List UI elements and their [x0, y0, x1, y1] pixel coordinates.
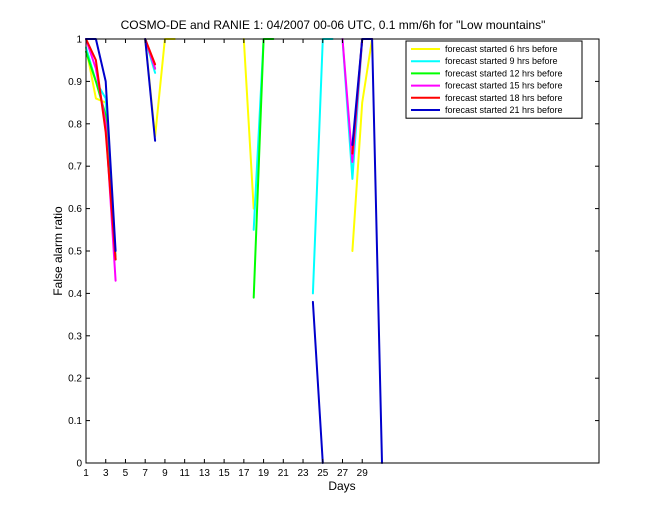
series-4-segment-0 [85, 38, 117, 261]
y-tick-label: 0.2 [68, 374, 82, 385]
y-tick-label: 1 [76, 35, 82, 46]
legend-entry-4: forecast started 18 hrs before [445, 93, 563, 103]
x-tick-label: 25 [317, 468, 329, 479]
y-tick-label: 0 [76, 459, 82, 470]
x-tick-label: 21 [278, 468, 290, 479]
y-tick-label: 0.8 [68, 119, 82, 130]
x-tick-label: 19 [258, 468, 270, 479]
series-1-segment-0 [85, 46, 117, 261]
y-tick-label: 0.1 [68, 416, 82, 427]
x-tick-label: 5 [123, 468, 129, 479]
legend-entry-5: forecast started 21 hrs before [445, 105, 563, 115]
x-tick-label: 27 [337, 468, 349, 479]
legend-entry-0: forecast started 6 hrs before [445, 44, 558, 54]
x-tick-label: 15 [219, 468, 231, 479]
series-0-segment-0 [85, 46, 117, 261]
chart-title: COSMO-DE and RANIE 1: 04/2007 00-06 UTC,… [121, 18, 546, 32]
series-4-segment-1 [144, 38, 157, 66]
series-layer [85, 38, 383, 464]
series-0-segment-2 [242, 38, 255, 210]
legend-entry-1: forecast started 9 hrs before [445, 56, 558, 66]
y-tick-label: 0.3 [68, 331, 82, 342]
y-tick-label: 0.6 [68, 204, 82, 215]
x-tick-label: 1 [83, 468, 89, 479]
series-0-segment-3 [351, 38, 374, 252]
x-tick-label: 29 [357, 468, 369, 479]
series-5-segment-2 [311, 300, 324, 464]
series-2-segment-0 [85, 50, 117, 261]
x-tick-label: 17 [238, 468, 250, 479]
x-tick-label: 23 [297, 468, 309, 479]
series-5-segment-1 [144, 38, 157, 142]
y-tick-label: 0.5 [68, 247, 82, 258]
x-tick-label: 9 [162, 468, 168, 479]
legend-box [405, 40, 583, 119]
legend-entry-2: forecast started 12 hrs before [445, 68, 563, 78]
x-tick-label: 3 [103, 468, 109, 479]
x-tick-label: 13 [199, 468, 211, 479]
y-tick-label: 0.4 [68, 289, 82, 300]
y-axis-ticks: 0 0.1 0.2 0.3 0.4 0.5 0.6 0.7 0.8 0.9 1 [68, 35, 599, 470]
series-1-segment-3 [311, 38, 334, 295]
y-axis-label: False alarm ratio [51, 206, 65, 296]
x-tick-label: 11 [179, 468, 190, 479]
series-5-segment-3 [351, 38, 383, 464]
y-tick-label: 0.9 [68, 77, 82, 88]
x-axis-ticks: 1 3 5 7 9 11 13 15 17 19 21 23 25 27 29 [83, 39, 368, 479]
x-axis-label: Days [328, 479, 355, 493]
y-tick-label: 0.7 [68, 162, 82, 173]
legend-entry-3: forecast started 15 hrs before [445, 81, 563, 91]
legend: forecast started 6 hrs before forecast st… [405, 40, 583, 119]
x-tick-label: 7 [142, 468, 148, 479]
